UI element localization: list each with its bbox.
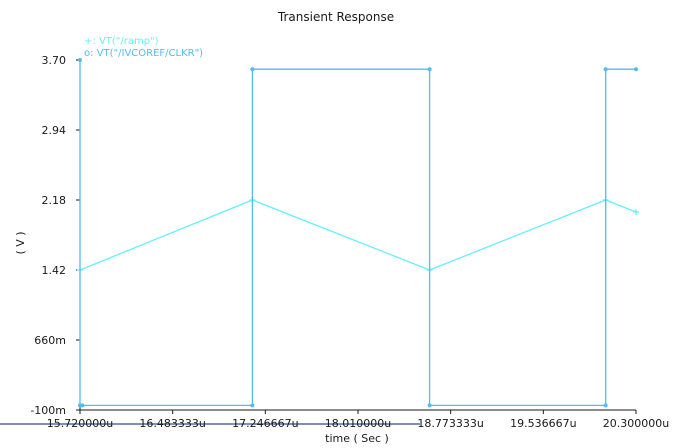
y-tick-label: -100m xyxy=(30,404,66,417)
y-tick-label: 3.70 xyxy=(42,54,67,67)
legend-marker: o: xyxy=(84,48,97,59)
legend-entry-ramp: +: VT("/ramp") xyxy=(84,36,159,47)
clkr-data-point xyxy=(603,403,608,408)
y-tick-label: 2.18 xyxy=(42,194,67,207)
y-tick-label: 660m xyxy=(34,334,66,347)
series-line-ramp xyxy=(79,199,637,271)
series-line-clkr xyxy=(79,60,636,407)
y-tick-label: 1.42 xyxy=(42,264,67,277)
clkr-data-point xyxy=(78,58,82,62)
legend-label: VT("/ramp") xyxy=(99,36,159,47)
clkr-data-point xyxy=(250,67,255,72)
legend-entry-clkr: o: VT("/IVCOREF/CLKR") xyxy=(84,48,203,59)
x-tick-label: 17.246667u xyxy=(232,417,298,430)
ramp-data-point xyxy=(633,208,639,215)
legend-label: VT("/IVCOREF/CLKR") xyxy=(97,48,204,59)
legend: +: VT("/ramp") o: VT("/IVCOREF/CLKR") xyxy=(84,36,203,59)
clkr-data-point xyxy=(80,403,85,408)
x-tick-label: 20.300000u xyxy=(603,417,669,430)
clkr-data-point xyxy=(427,403,432,408)
x-tick-label: 16.483333u xyxy=(139,417,205,430)
chart-title: Transient Response xyxy=(277,10,394,24)
x-axis-label: time ( Sec ) xyxy=(325,432,389,445)
x-tick-label: 15.720000u xyxy=(47,417,113,430)
clkr-data-point xyxy=(634,67,638,72)
legend-marker: +: xyxy=(84,36,99,47)
y-axis-label: ( V ) xyxy=(14,231,27,254)
x-tick-label: 18.010000u xyxy=(325,417,391,430)
y-tick-label: 2.94 xyxy=(42,124,67,137)
clkr-data-point xyxy=(250,403,255,408)
clkr-data-point xyxy=(427,67,432,72)
x-tick-label: 19.536667u xyxy=(510,417,576,430)
clkr-data-point xyxy=(603,67,608,72)
x-tick-label: 18.773333u xyxy=(417,417,483,430)
